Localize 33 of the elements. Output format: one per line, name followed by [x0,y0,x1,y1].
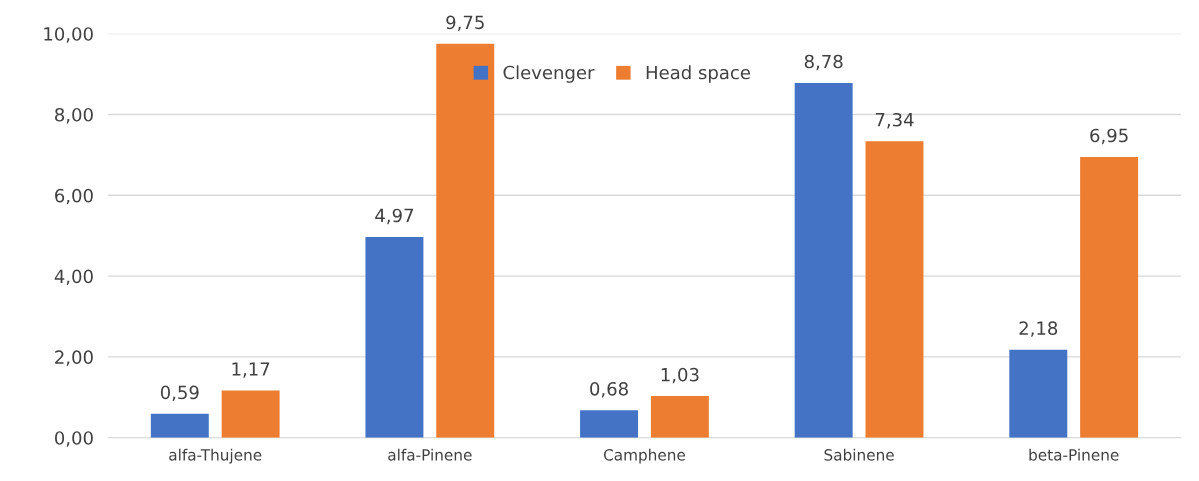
bar [650,396,709,438]
bar [1009,349,1068,438]
legend-label: Head space [646,65,750,83]
x-tick-label: alfa-Thujene [169,448,262,464]
y-tick-label: 4,00 [54,269,93,286]
bar [794,82,853,438]
x-tick-label: Camphene [603,448,686,464]
y-tick-label: 2,00 [55,350,93,366]
y-tick-label: 10,00 [44,27,93,43]
bar [865,141,924,438]
y-tick-label: 6,00 [55,188,93,205]
data-label: 0,59 [160,385,199,402]
bar [150,413,209,438]
y-tick-label: 0,00 [55,431,93,447]
bar [580,410,639,438]
data-label: 2,18 [1019,321,1058,337]
x-tick-label: beta-Pinene [1029,448,1119,461]
data-label: 4,97 [375,208,413,225]
data-label: 7,34 [875,112,914,129]
bar [365,236,424,438]
y-tick-label: 8,00 [55,107,93,124]
data-label: 6,95 [1090,128,1128,145]
data-label: 8,78 [804,54,843,71]
x-tick-label: Sabinene [824,448,894,461]
bar [436,43,495,438]
bar [221,390,280,438]
x-tick-label: alfa-Pinene [388,448,472,461]
data-label: 1,17 [232,362,270,378]
legend-label: Clevenger [503,65,595,83]
data-label: 0,68 [590,381,628,398]
data-label: 1,03 [661,367,699,384]
data-label: 9,75 [446,15,484,31]
bar [1080,156,1139,438]
